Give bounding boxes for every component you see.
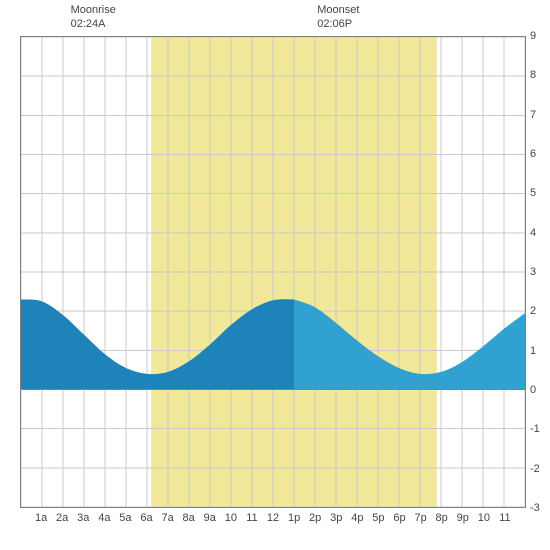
x-tick-label: 4p — [351, 512, 363, 524]
y-tick-label: -1 — [530, 423, 540, 435]
x-tick-label: 1a — [35, 512, 47, 524]
x-tick-label: 9p — [457, 512, 469, 524]
x-tick-label: 8a — [183, 512, 195, 524]
plot-svg — [21, 37, 525, 507]
annotation-moonset: Moonset 02:06P — [317, 4, 359, 32]
x-tick-label: 6a — [140, 512, 152, 524]
x-tick-label: 10 — [478, 512, 490, 524]
plot-area — [20, 36, 526, 508]
tide-chart: Moonrise 02:24A Moonset 02:06P -3-2-1012… — [0, 0, 550, 550]
y-tick-label: 2 — [530, 305, 536, 317]
annotation-moonrise-title: Moonrise — [71, 4, 116, 18]
y-tick-label: 7 — [530, 109, 536, 121]
x-tick-label: 10 — [225, 512, 237, 524]
y-tick-label: 3 — [530, 266, 536, 278]
annotation-moonrise-value: 02:24A — [71, 18, 116, 32]
y-tick-label: 8 — [530, 69, 536, 81]
x-tick-label: 2a — [56, 512, 68, 524]
x-tick-label: 11 — [246, 512, 257, 524]
x-tick-label: 7p — [414, 512, 426, 524]
x-tick-label: 3a — [77, 512, 89, 524]
y-tick-label: -3 — [530, 502, 540, 514]
x-tick-label: 9a — [204, 512, 216, 524]
x-tick-label: 1p — [288, 512, 300, 524]
annotation-moonrise: Moonrise 02:24A — [71, 4, 116, 32]
y-tick-label: -2 — [530, 463, 540, 475]
x-tick-label: 3p — [330, 512, 342, 524]
y-tick-label: 0 — [530, 384, 536, 396]
y-tick-label: 5 — [530, 187, 536, 199]
x-tick-label: 5a — [119, 512, 131, 524]
gridlines — [21, 37, 525, 507]
x-tick-label: 8p — [436, 512, 448, 524]
annotation-moonset-value: 02:06P — [317, 18, 359, 32]
x-tick-label: 11 — [499, 512, 510, 524]
x-tick-label: 5p — [372, 512, 384, 524]
x-tick-label: 12 — [267, 512, 279, 524]
annotation-moonset-title: Moonset — [317, 4, 359, 18]
y-tick-label: 9 — [530, 30, 536, 42]
y-tick-label: 1 — [530, 345, 536, 357]
y-tick-label: 6 — [530, 148, 536, 160]
y-tick-label: 4 — [530, 227, 536, 239]
x-tick-label: 6p — [393, 512, 405, 524]
x-tick-label: 7a — [161, 512, 173, 524]
tide-area — [21, 299, 525, 389]
x-tick-label: 2p — [309, 512, 321, 524]
x-tick-label: 4a — [98, 512, 110, 524]
